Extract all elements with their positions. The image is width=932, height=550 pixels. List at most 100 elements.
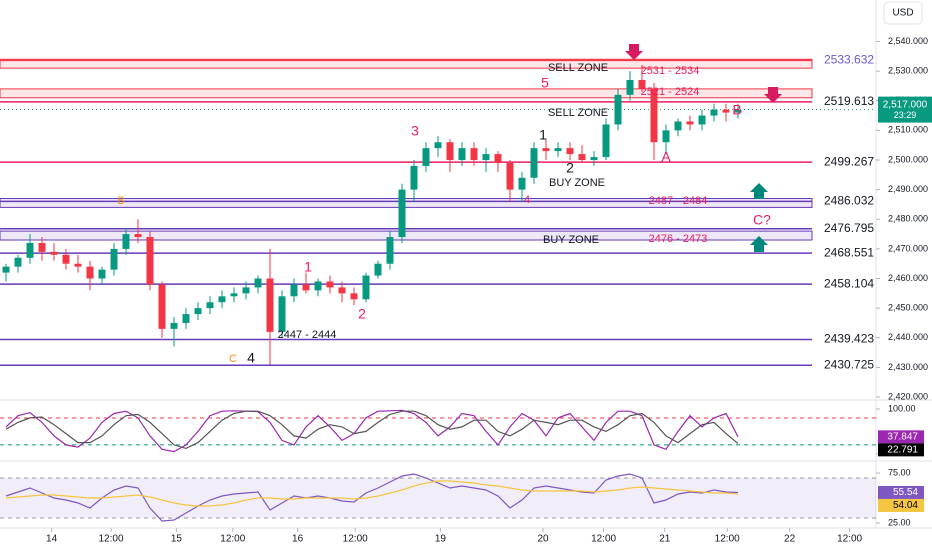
candle-body	[302, 284, 310, 291]
y-tick-label: 2,480.000	[888, 214, 928, 224]
indicator-line	[5, 409, 739, 453]
candle-body	[434, 142, 442, 149]
candle-body	[650, 88, 658, 143]
candle-body	[374, 263, 382, 276]
x-tick-label: 12:00	[343, 534, 368, 545]
x-tick-label: 12:00	[220, 534, 245, 545]
value-label: 54.04	[893, 500, 918, 511]
candle-body	[326, 281, 334, 288]
level-label: 2533.632	[824, 53, 874, 67]
indicator-line	[5, 480, 739, 507]
candle-body	[518, 177, 526, 190]
value-label: 37.847	[887, 431, 918, 442]
annotation: C	[229, 353, 237, 365]
zone	[0, 88, 813, 99]
level-label: 2468.551	[824, 245, 874, 259]
candle-body	[134, 234, 142, 238]
y-tick-label: 2,490.000	[888, 184, 928, 194]
candle-body	[458, 148, 466, 160]
candle-body	[686, 121, 694, 125]
candle-body	[590, 157, 598, 160]
countdown: 23:29	[894, 110, 917, 120]
level-label: 2476.795	[824, 221, 874, 235]
candle-body	[170, 322, 178, 329]
candle-body	[2, 266, 10, 273]
candle-body	[410, 165, 418, 190]
candle-body	[218, 296, 226, 303]
candle-body	[698, 115, 706, 125]
annotation: 2	[358, 306, 366, 322]
y-tick-label: 2,450.000	[888, 303, 928, 313]
annotation: 2447 - 2444	[278, 329, 337, 341]
candle-body	[290, 284, 298, 297]
candle-body	[638, 80, 646, 89]
y-tick-label: 2,420.000	[888, 391, 928, 401]
candle-body	[14, 257, 22, 267]
indicator-line	[5, 473, 739, 522]
annotation: 2531 - 2534	[641, 65, 700, 77]
candle-body	[62, 254, 70, 264]
annotation: 5	[541, 75, 549, 91]
last-price-box	[878, 96, 932, 123]
candle-body	[386, 237, 394, 264]
annotation: 2476 - 2473	[649, 233, 708, 245]
annotation: 1	[539, 127, 547, 143]
candle-body	[614, 94, 622, 125]
candle-body	[338, 287, 346, 294]
annotation: SELL ZONE	[548, 62, 608, 74]
candle-body	[626, 80, 634, 95]
level-label: 2499.267	[824, 154, 874, 168]
candle-body	[578, 154, 586, 160]
y-tick-label: 2,510.000	[888, 125, 928, 135]
candle-body	[122, 234, 130, 249]
candle-body	[602, 124, 610, 158]
annotation: B	[732, 102, 741, 118]
candle-body	[494, 154, 502, 163]
y-tick-label: 2,500.000	[888, 154, 928, 164]
candle-body	[734, 109, 742, 113]
candle-body	[662, 130, 670, 143]
annotation: C?	[753, 212, 771, 228]
y-tick-label: 100.00	[888, 403, 916, 413]
y-tick-label: 2,530.000	[888, 65, 928, 75]
candle-body	[86, 266, 94, 279]
x-tick-label: 15	[171, 534, 183, 545]
candle-body	[266, 278, 274, 332]
value-box	[878, 498, 924, 512]
candle-body	[350, 293, 358, 300]
annotation: B	[117, 195, 124, 207]
arrow-up	[750, 183, 768, 199]
annotation: A	[661, 149, 671, 165]
annotations: SELL ZONE 2531 - 2534 5 2521 - 2524 SELL…	[117, 44, 782, 366]
y-tick-label: 25.00	[888, 517, 911, 527]
y-tick-label: 2,540.000	[888, 36, 928, 46]
annotation: SELL ZONE	[548, 107, 608, 119]
candle-body	[242, 287, 250, 294]
candle-body	[50, 251, 58, 255]
candle-body	[194, 308, 202, 315]
candle-body	[398, 189, 406, 238]
candle-body	[206, 302, 214, 309]
candle-body	[482, 154, 490, 160]
candle-body	[158, 284, 166, 329]
y-tick-label: 2,460.000	[888, 273, 928, 283]
annotation: 3	[411, 123, 419, 139]
annotation: BUY ZONE	[543, 234, 599, 246]
annotation: 2	[566, 160, 574, 176]
candle-body	[110, 248, 118, 270]
x-tick-label: 14	[46, 534, 58, 545]
value-label: 55.54	[893, 487, 918, 498]
annotation: 2487 - 2484	[649, 195, 708, 207]
y-tick-label: 2,430.000	[888, 362, 928, 372]
indicator-line	[5, 410, 739, 450]
value-box	[878, 443, 924, 457]
level-label: 2519.613	[824, 94, 874, 108]
band	[0, 478, 876, 518]
y-tick-label: 75.00	[888, 467, 911, 477]
candle-body	[422, 148, 430, 166]
candle-body	[554, 148, 562, 152]
value-box	[878, 485, 924, 499]
level-label: 2486.032	[824, 194, 874, 208]
candle-body	[566, 148, 574, 155]
